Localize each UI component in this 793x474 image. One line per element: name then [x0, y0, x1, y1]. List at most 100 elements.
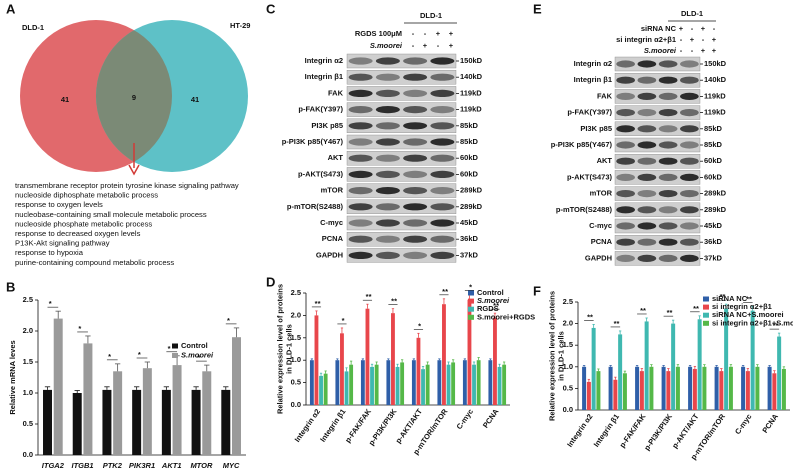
- bar: [591, 327, 596, 410]
- significance: *: [197, 353, 200, 362]
- y-tick-label: 1.5: [563, 340, 573, 349]
- protein-label: Integrin α2: [305, 56, 343, 65]
- blot-band: [680, 238, 699, 246]
- size-label: 119kD: [460, 105, 482, 114]
- go-term: purine-containing compound metabolic pro…: [15, 258, 174, 267]
- significance: **: [391, 297, 397, 306]
- bar: [221, 389, 231, 455]
- treatment-sign: +: [690, 35, 695, 44]
- blot-band: [348, 187, 373, 195]
- bar: [639, 371, 644, 410]
- blot-band: [658, 157, 678, 165]
- bar: [719, 371, 724, 410]
- set-label: HT-29: [230, 21, 250, 30]
- legend-label: siRNA NC: [712, 294, 748, 303]
- blot-band: [403, 57, 428, 65]
- legend-label: S.moorei+RGDS: [477, 312, 535, 321]
- bar: [613, 379, 618, 410]
- blot-band: [348, 251, 373, 259]
- y-tick-label: 1.5: [23, 357, 33, 366]
- bar: [323, 373, 328, 405]
- blot-band: [403, 203, 428, 211]
- x-tick-label: Integrin β1: [592, 412, 621, 449]
- cell-line: DLD-1: [681, 9, 703, 18]
- treatment-label: siRNA NC: [641, 24, 677, 33]
- x-tick-label: Integrin α2: [565, 412, 594, 449]
- treatment-sign: +: [436, 29, 441, 38]
- blot-band: [348, 138, 373, 146]
- blot-band: [637, 60, 657, 68]
- blot-band: [680, 125, 699, 133]
- blot-band: [637, 206, 657, 214]
- cell-line: DLD-1: [420, 11, 442, 20]
- y-tick-label: 2.5: [23, 295, 33, 304]
- blot-band: [637, 254, 657, 262]
- go-term: transmembrane receptor protein tyrosine …: [15, 181, 239, 190]
- x-tick-label: PIK3R1: [129, 461, 155, 470]
- legend-swatch: [703, 304, 709, 310]
- blot-band: [375, 170, 400, 178]
- bar: [161, 389, 171, 455]
- legend-swatch: [703, 312, 709, 318]
- bar: [777, 336, 782, 410]
- bar: [451, 362, 456, 405]
- treatment-sign: -: [691, 24, 694, 33]
- legend-label: si integrin α2+β1: [712, 302, 772, 311]
- blot-band: [375, 219, 400, 227]
- bar: [442, 304, 446, 405]
- blot-band: [616, 141, 635, 149]
- y-tick-label: 0.0: [563, 405, 573, 414]
- x-tick-label: PCNA: [760, 412, 780, 435]
- blot-band: [637, 76, 657, 84]
- blot-band: [637, 157, 657, 165]
- bar: [714, 366, 719, 410]
- blot-band: [403, 138, 428, 146]
- blot-band: [403, 154, 428, 162]
- bar: [750, 310, 755, 410]
- bar: [370, 366, 374, 405]
- size-label: 60kD: [704, 156, 723, 165]
- x-tick-label: MTOR: [190, 461, 213, 470]
- x-tick-label: ITGA2: [42, 461, 65, 470]
- panel-label: F: [533, 283, 541, 298]
- venn-overlap: [96, 20, 172, 172]
- y-tick-label: 2.5: [291, 288, 301, 297]
- blot-band: [637, 190, 657, 198]
- legend-swatch: [468, 290, 474, 296]
- treatment-sign: +: [449, 29, 454, 38]
- size-label: 45kD: [704, 221, 723, 230]
- blot-band: [375, 154, 400, 162]
- bar: [374, 364, 379, 405]
- bar: [702, 366, 707, 410]
- x-tick-label: p-FAK/FAK: [618, 412, 648, 450]
- blot-band: [430, 106, 455, 114]
- bar: [608, 366, 613, 410]
- protein-label: Integrin β1: [305, 72, 343, 81]
- treatment-label: S.moorei: [644, 46, 677, 55]
- y-axis-label: Relative expression level of proteins: [275, 284, 284, 414]
- size-label: 119kD: [704, 108, 726, 117]
- blot-band: [348, 154, 373, 162]
- size-label: 85kD: [460, 121, 479, 130]
- y-axis-label: Relative expression level of proteins: [547, 291, 556, 421]
- treatment-sign: +: [701, 46, 706, 55]
- bar: [360, 360, 365, 405]
- blot-band: [348, 203, 373, 211]
- blot-band: [616, 222, 635, 230]
- blot-band: [658, 76, 678, 84]
- size-label: 140kD: [704, 75, 727, 84]
- bar: [675, 366, 680, 410]
- blot-band: [403, 73, 428, 81]
- significance: **: [587, 312, 593, 321]
- size-label: 60kD: [704, 172, 723, 181]
- legend-swatch: [468, 306, 474, 312]
- legend-swatch: [172, 343, 178, 349]
- size-label: 119kD: [704, 91, 726, 100]
- protein-label: p-mTOR(S2488): [287, 202, 344, 211]
- venn-count: 41: [61, 95, 69, 104]
- blot-band: [680, 109, 699, 117]
- significance: **: [746, 294, 752, 303]
- bar: [416, 337, 421, 405]
- blot-band: [616, 76, 635, 84]
- blot-band: [658, 125, 678, 133]
